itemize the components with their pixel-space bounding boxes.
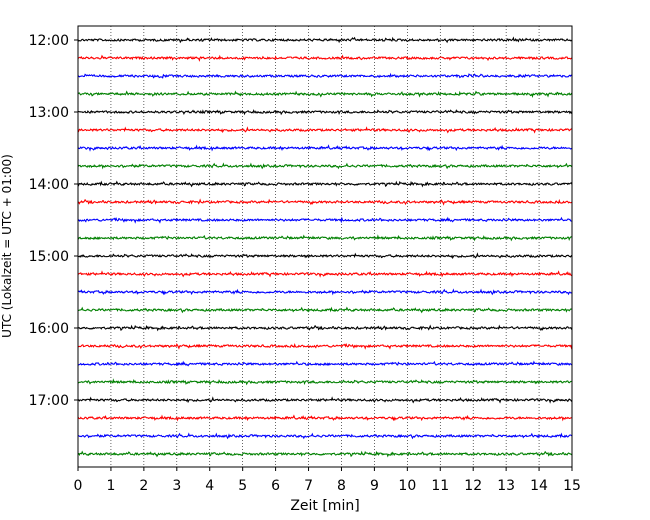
x-tick-label-5: 5 (238, 478, 247, 494)
x-tick-label-0: 0 (74, 478, 83, 494)
x-tick-label-7: 7 (304, 478, 313, 494)
x-tick-label-4: 4 (205, 478, 214, 494)
trace-1330 (77, 144, 573, 152)
trace-1300 (77, 109, 573, 116)
trace-1215 (77, 54, 573, 62)
y-tick-label-12:00: 12:00 (29, 33, 69, 49)
trace-1315 (77, 126, 573, 134)
trace-1445 (77, 234, 573, 242)
trace-1530 (77, 288, 573, 296)
x-tick-label-6: 6 (271, 478, 280, 494)
x-tick-label-12: 12 (464, 478, 482, 494)
trace-1400 (77, 180, 573, 188)
y-tick-label-16:00: 16:00 (29, 321, 69, 337)
trace-1345 (77, 162, 573, 170)
x-tick-label-10: 10 (398, 478, 416, 494)
trace-1200 (77, 36, 573, 44)
trace-1545 (77, 306, 573, 314)
trace-1500 (78, 252, 573, 260)
x-tick-label-13: 13 (497, 478, 515, 494)
x-tick-label-11: 11 (431, 478, 449, 494)
trace-1415 (77, 198, 573, 206)
trace-1745 (77, 450, 573, 458)
y-axis: 12:00 13:00 14:00 15:00 16:00 17:00 (29, 33, 78, 409)
x-tick-label-14: 14 (530, 478, 548, 494)
y-tick-label-15:00: 15:00 (29, 249, 69, 265)
trace-1615 (77, 342, 573, 350)
plot-frame (77, 25, 573, 468)
trace-1600 (77, 324, 573, 332)
trace-1430 (77, 216, 573, 224)
x-tick-label-15: 15 (563, 478, 581, 494)
traces (77, 36, 573, 458)
x-tick-label-9: 9 (370, 478, 379, 494)
x-axis: 0 1 2 3 4 5 6 7 8 9 10 11 12 13 14 15 (74, 467, 581, 494)
x-tick-label-1: 1 (106, 478, 115, 494)
x-tick-label-2: 2 (139, 478, 148, 494)
y-tick-label-13:00: 13:00 (29, 105, 69, 121)
x-tick-label-3: 3 (172, 478, 181, 494)
trace-1630 (77, 360, 573, 367)
trace-1515 (77, 270, 573, 278)
trace-1645 (77, 378, 573, 386)
trace-1715 (77, 414, 573, 422)
trace-1730 (77, 432, 573, 440)
x-tick-label-8: 8 (337, 478, 346, 494)
trace-1700 (77, 396, 573, 404)
y-tick-label-17:00: 17:00 (29, 393, 69, 409)
y-tick-label-14:00: 14:00 (29, 177, 69, 193)
trace-1245 (77, 90, 573, 99)
x-axis-label: Zeit [min] (290, 498, 359, 514)
y-axis-label: UTC (Lokalzeit = UTC + 01:00) (0, 154, 14, 338)
trace-1230 (77, 72, 573, 79)
